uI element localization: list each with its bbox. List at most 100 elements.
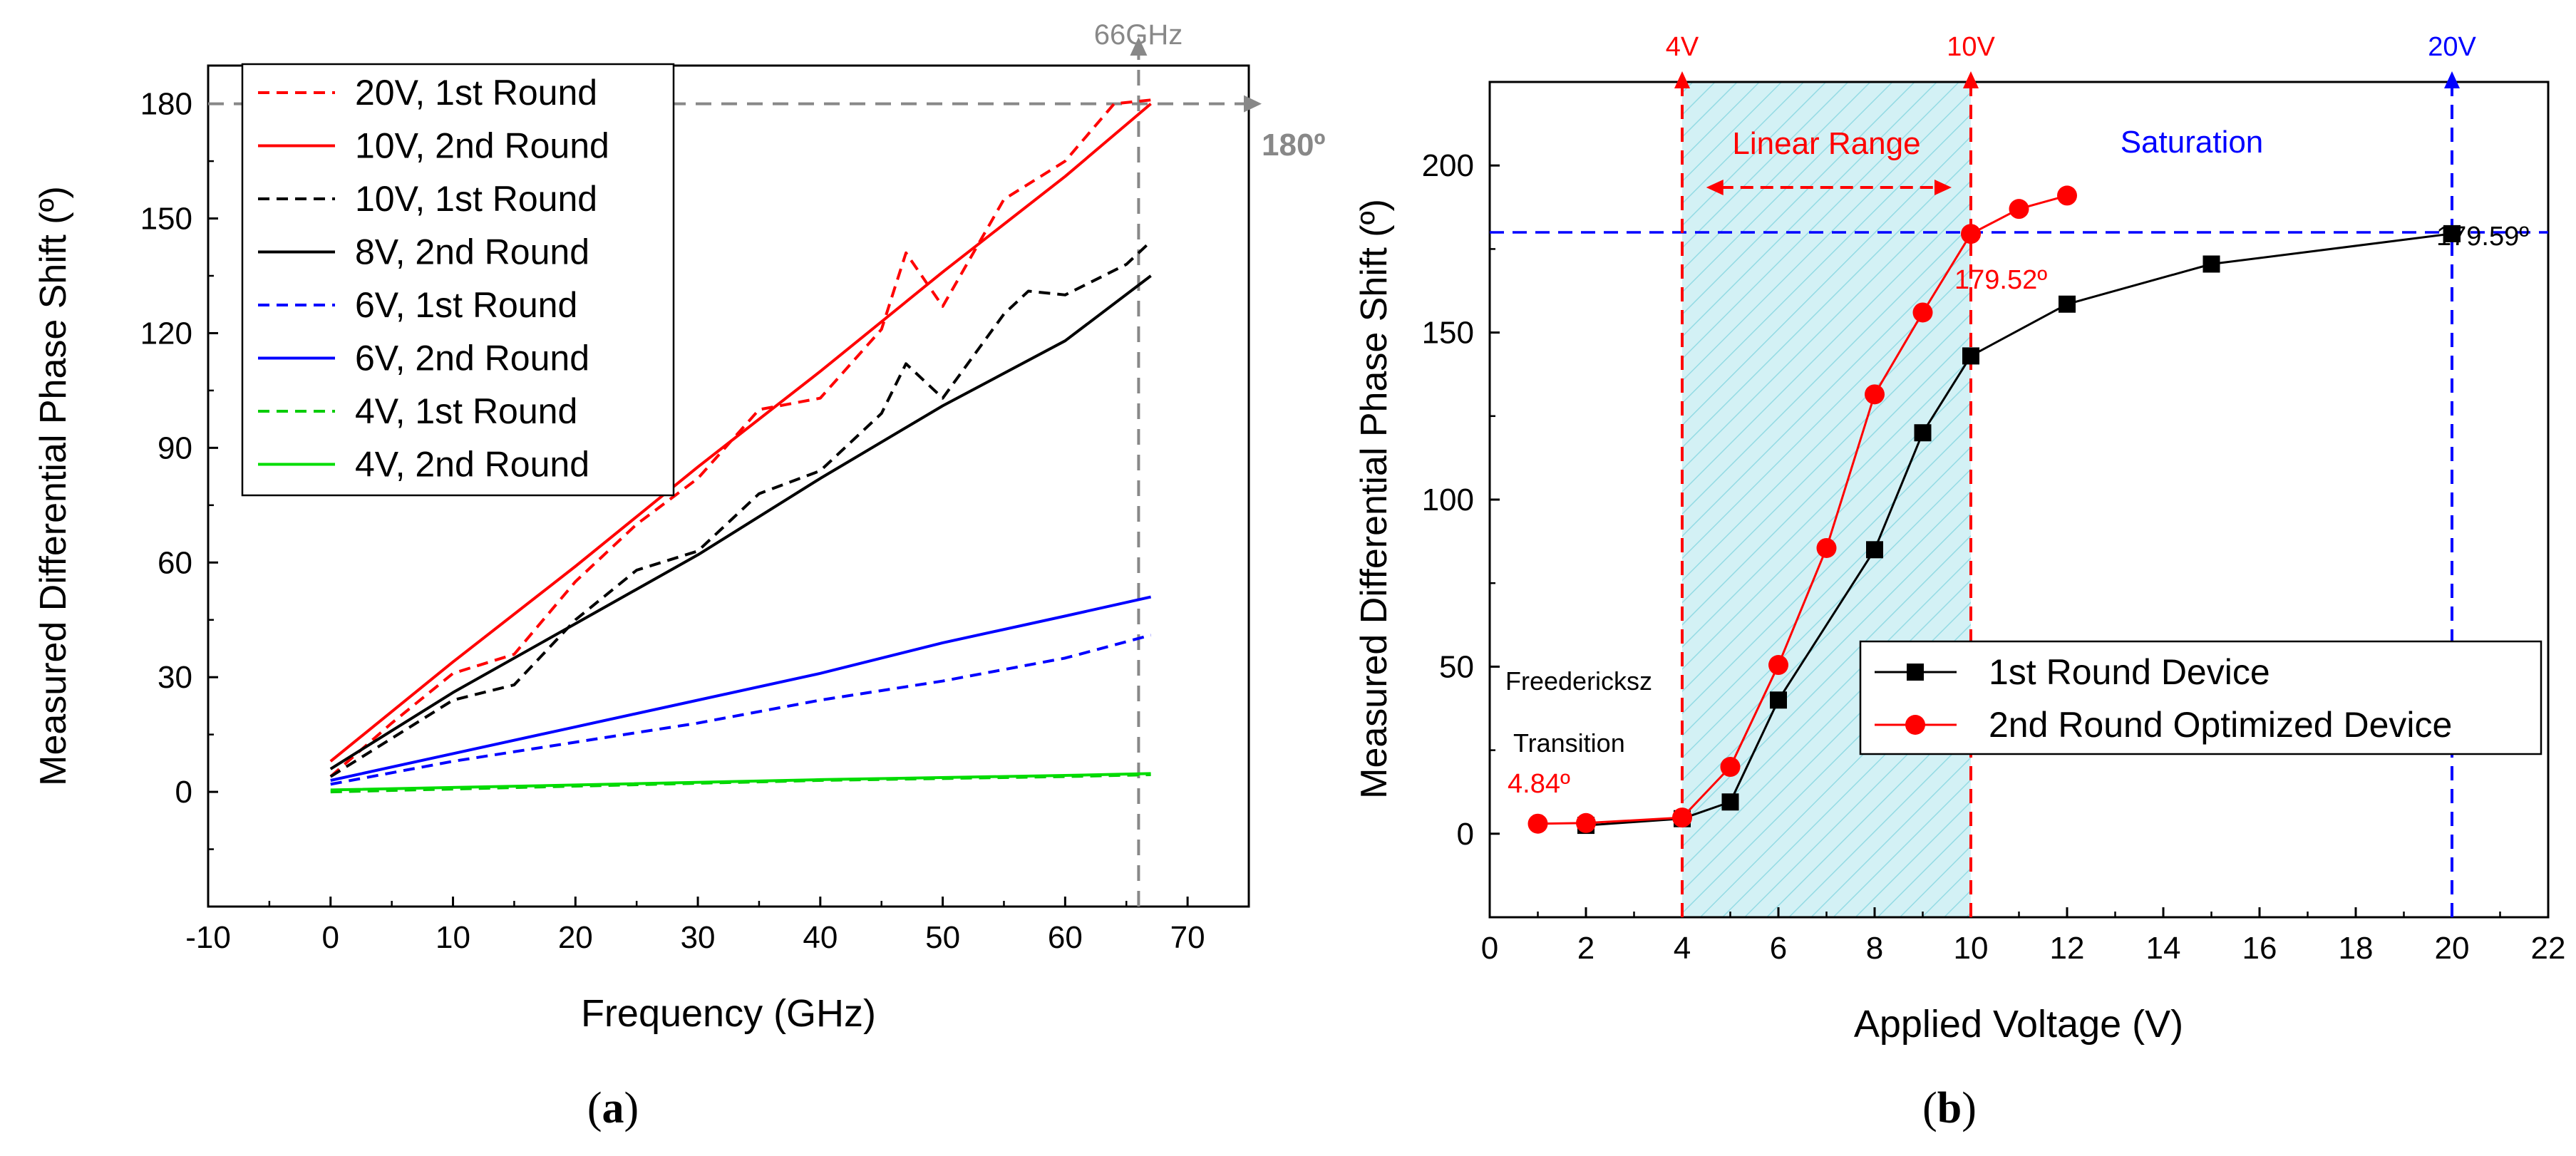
- value-label-179-52: 179.52º: [1954, 265, 2047, 295]
- chart-a-legend-label: 6V, 2nd Round: [355, 339, 589, 378]
- chart-a-caption: (a): [587, 1084, 639, 1132]
- chart-b-point-square: [1770, 691, 1787, 709]
- chart-a-x-tick-label: 0: [322, 920, 339, 955]
- linear-range-hatch: [1682, 82, 1971, 917]
- chart-a-legend-label: 10V, 2nd Round: [355, 126, 609, 166]
- chart-b-20v-label: 20V: [2428, 32, 2476, 62]
- chart-a-x-label: Frequency (GHz): [581, 992, 876, 1035]
- chart-a-x-tick-label: 70: [1170, 920, 1205, 955]
- chart-a-y-tick-label: 120: [140, 316, 192, 351]
- chart-b-point-circle: [2057, 185, 2077, 206]
- chart-b-y-label: Measured Differential Phase Shift (º): [1354, 199, 1395, 799]
- chart-b-legend-label: 1st Round Device: [1989, 652, 2270, 692]
- chart-a-x-tick-label: 60: [1048, 920, 1083, 955]
- chart-b-point-circle: [1720, 757, 1741, 778]
- chart-b-legend-box: [1859, 640, 2542, 755]
- chart-b-10v-label: 10V: [1947, 32, 1995, 62]
- chart-a-x-tick-label: 50: [925, 920, 960, 955]
- chart-a-y-label: Measured Differential Phase Shift (º): [33, 186, 74, 786]
- chart-b-x-tick-label: 6: [1770, 931, 1787, 966]
- chart-a-series-6: [330, 595, 1152, 782]
- chart-b-y-tick-label: 0: [1457, 817, 1474, 852]
- chart-b-caption: (b): [1922, 1084, 1977, 1132]
- chart-b-legend-label: 2nd Round Optimized Device: [1989, 705, 2452, 745]
- chart-b-point-circle: [1527, 813, 1548, 834]
- chart-a: -10 0 10 20 30 40 50 60 70 0 30 60 90 120 150 180 20V, …: [33, 19, 1325, 1132]
- chart-b-x-tick-label: 2: [1577, 931, 1594, 966]
- chart-a-x-tick-label: 20: [558, 920, 593, 955]
- chart-b-series-1-line: [1585, 232, 2453, 827]
- chart-b-point-circle: [1816, 537, 1837, 558]
- linear-range-arrowhead-left: [1706, 180, 1724, 195]
- chart-a-legend: 20V, 1st Round 10V, 2nd Round 10V, 1st Rou…: [241, 63, 675, 497]
- chart-b-x-tick-label: 22: [2531, 931, 2566, 966]
- chart-b-point-square: [1962, 347, 1979, 365]
- chart-b-point-square: [2203, 255, 2220, 273]
- chart-a-x-tick-label: 30: [681, 920, 716, 955]
- chart-a-y-tick-label: 90: [158, 430, 192, 465]
- chart-a-legend-box: [241, 63, 675, 497]
- chart-a-legend-label: 8V, 2nd Round: [355, 232, 589, 272]
- chart-a-series-8: [330, 772, 1151, 792]
- chart-b-10v-arrowhead: [1963, 71, 1979, 88]
- chart-a-legend-label: 10V, 1st Round: [355, 179, 597, 219]
- chart-b-point-circle: [1672, 807, 1692, 828]
- chart-b-point-circle: [1865, 384, 1885, 405]
- chart-a-plot-frame: [207, 64, 1250, 908]
- value-label-4-84: 4.84º: [1508, 769, 1570, 799]
- chart-b-point-square: [2443, 225, 2461, 242]
- chart-b-y-tick-label: 150: [1422, 316, 1474, 351]
- chart-a-180-arrowhead: [1244, 95, 1262, 113]
- chart-b-20v-arrowhead: [2444, 71, 2460, 88]
- chart-a-66ghz-arrowhead: [1130, 37, 1148, 56]
- chart-a-x-tick-label: 40: [803, 920, 838, 955]
- chart-b-4v-arrowhead: [1674, 71, 1690, 88]
- chart-b: 0 2 4 6 8 10 12 14 16 18 20 22 0 50 100 150 200 1st Roun…: [1354, 32, 2565, 1132]
- chart-a-legend-label: 4V, 1st Round: [355, 391, 577, 431]
- chart-b-x-tick-label: 16: [2242, 931, 2277, 966]
- chart-a-legend-label: 20V, 1st Round: [355, 73, 597, 113]
- chart-a-marker-label-180: 180º: [1262, 128, 1325, 162]
- chart-a-series-3: [329, 240, 1152, 778]
- transition-label: Transition: [1513, 728, 1625, 758]
- chart-b-4v-label: 4V: [1666, 32, 1699, 62]
- chart-b-y-tick-label: 100: [1422, 482, 1474, 517]
- value-label-179-59: 179.59º: [2436, 222, 2529, 252]
- chart-b-point-square: [1914, 424, 1932, 442]
- chart-b-x-tick-label: 10: [1954, 931, 1989, 966]
- chart-b-point-square: [1866, 541, 1883, 559]
- chart-a-marker-label-66ghz: 66GHz: [1094, 19, 1183, 51]
- chart-a-x-tick-label: -10: [185, 920, 231, 955]
- chart-b-legend: 1st Round Device 2nd Round Optimized Devi…: [1859, 640, 2542, 755]
- freedericksz-label: Freedericksz: [1505, 666, 1652, 696]
- chart-a-legend-label: 6V, 1st Round: [355, 285, 577, 325]
- chart-b-point-circle: [1961, 224, 1981, 244]
- chart-b-x-tick-label: 18: [2339, 931, 2374, 966]
- chart-b-x-tick-label: 12: [2050, 931, 2085, 966]
- chart-a-legend-label: 4V, 2nd Round: [355, 445, 589, 485]
- chart-a-series-1: [329, 98, 1151, 778]
- chart-a-y-tick-label: 0: [175, 775, 192, 810]
- chart-a-series-5: [330, 634, 1152, 786]
- chart-a-series-2: [329, 103, 1152, 763]
- chart-b-y-tick-label: 50: [1439, 649, 1474, 684]
- chart-b-point-circle: [1768, 655, 1788, 676]
- chart-b-point-circle: [1912, 302, 1933, 323]
- chart-a-y-tick-label: 180: [140, 87, 192, 122]
- chart-b-point-square: [2059, 295, 2076, 313]
- chart-a-x-tick-label: 10: [436, 920, 470, 955]
- chart-b-x-tick-label: 0: [1481, 931, 1498, 966]
- chart-b-legend-swatch-circle: [1905, 715, 1925, 735]
- chart-b-y-tick-label: 200: [1422, 148, 1474, 183]
- chart-b-legend-swatch-square: [1907, 664, 1924, 681]
- chart-a-series-4: [329, 274, 1152, 770]
- saturation-label: Saturation: [2121, 125, 2264, 160]
- chart-a-y-tick-label: 60: [158, 545, 192, 580]
- chart-b-x-tick-label: 8: [1866, 931, 1883, 966]
- chart-a-y-tick-label: 150: [140, 202, 192, 237]
- chart-b-x-label: Applied Voltage (V): [1854, 1003, 2183, 1046]
- chart-b-point-square: [1721, 793, 1739, 811]
- chart-b-x-tick-label: 4: [1674, 931, 1691, 966]
- chart-a-y-tick-label: 30: [158, 660, 192, 695]
